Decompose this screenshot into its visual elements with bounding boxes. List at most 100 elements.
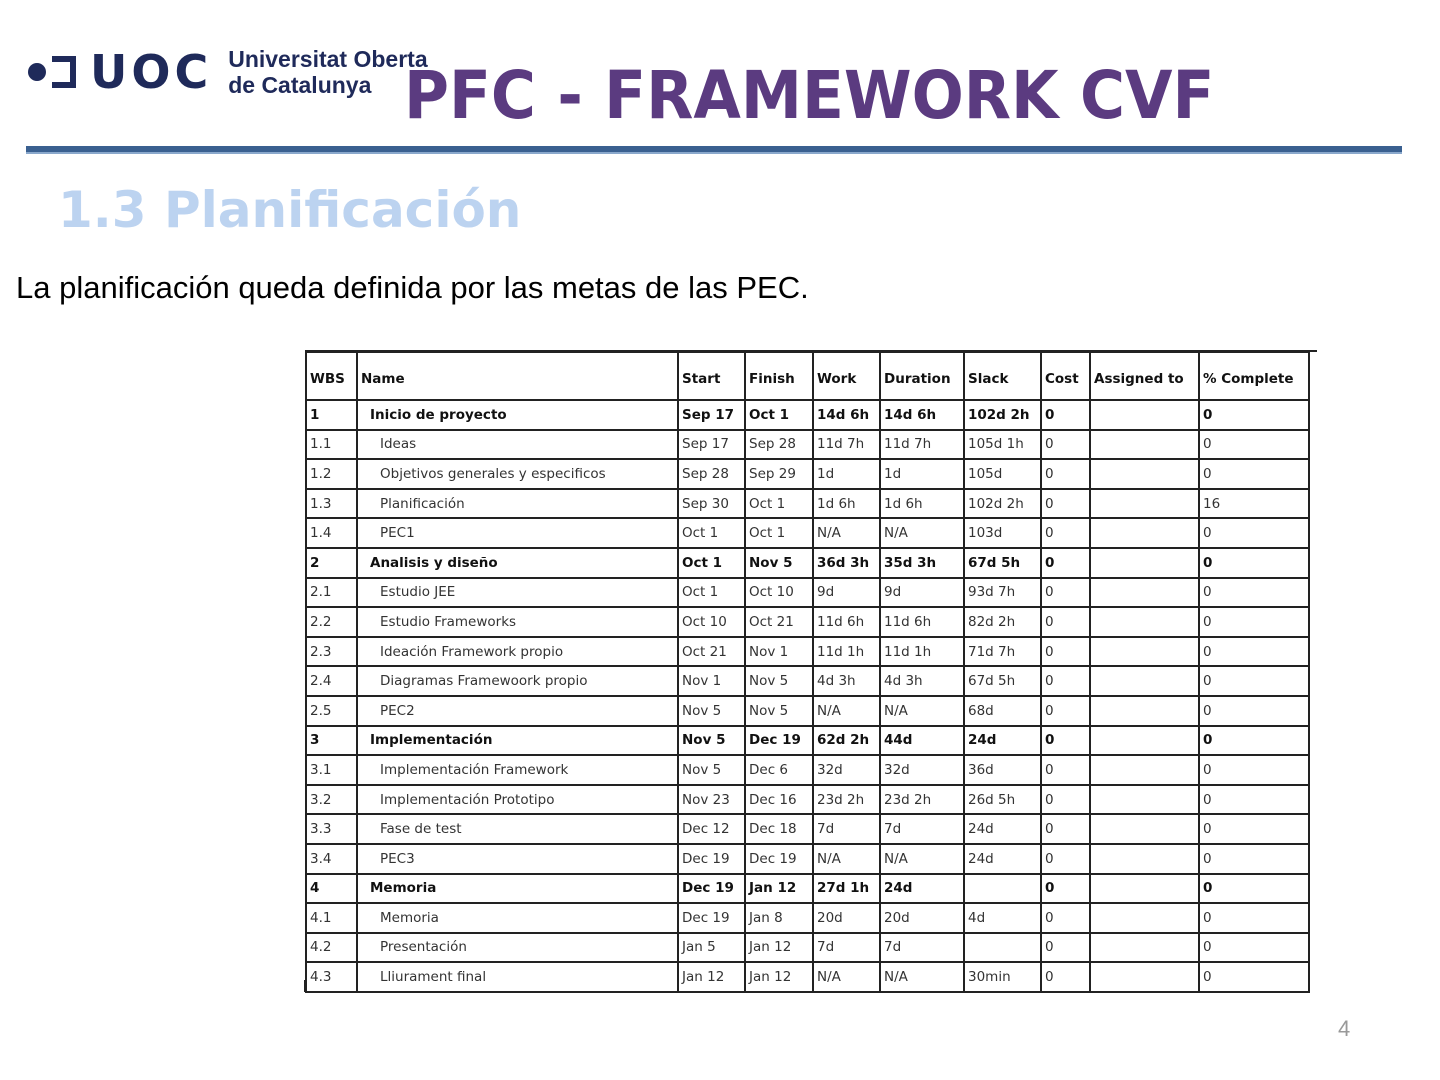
table-cell: 1d 6h <box>879 487 965 520</box>
table-cell: 2.3 <box>305 635 358 668</box>
column-header: Assigned to <box>1089 351 1200 401</box>
table-cell: Nov 5 <box>744 665 814 697</box>
logo-line1: Universitat Oberta <box>228 46 428 72</box>
table-cell: N/A <box>812 842 881 875</box>
table-row: 3.3 Fase de test Dec 12 Dec 18 7d 7d 24d 0 0 <box>305 813 1310 845</box>
table-cell: 16 <box>1198 487 1310 520</box>
table-cell <box>1089 694 1200 727</box>
table-cell: 2.1 <box>305 576 358 609</box>
logo-line2: de Catalunya <box>228 72 372 98</box>
table-cell: 0 <box>1040 606 1091 638</box>
table-cell <box>1089 813 1200 845</box>
table-cell: 102d 2h <box>963 399 1042 431</box>
table-cell: 1.4 <box>305 517 358 549</box>
table-cell: 9d <box>812 576 881 609</box>
column-header: WBS <box>305 351 358 401</box>
table-row: 1.1 Ideas Sep 17 Sep 28 11d 7h 11d 7h 105d 1h 0… <box>305 428 1310 461</box>
column-header: Cost <box>1040 351 1091 401</box>
table-cell <box>1089 487 1200 520</box>
table-row: 3 Implementación Nov 5 Dec 19 62d 2h 44d 24d 0 0 <box>305 724 1310 757</box>
table-cell: 0 <box>1040 487 1091 520</box>
table-cell: N/A <box>879 517 965 549</box>
table-cell: PEC3 <box>356 842 679 875</box>
table-cell: 0 <box>1040 546 1091 579</box>
table-cell <box>1089 665 1200 697</box>
column-header: Start <box>677 351 746 401</box>
table-row: 2.5 PEC2 Nov 5 Nov 5 N/A N/A 68d 0 0 <box>305 694 1310 727</box>
table-cell: 0 <box>1040 665 1091 697</box>
table-border-tail <box>304 980 306 992</box>
column-header: Finish <box>744 351 814 401</box>
table-cell: Presentación <box>356 931 679 964</box>
table-cell: 102d 2h <box>963 487 1042 520</box>
table-cell: 4d 3h <box>812 665 881 697</box>
table-cell: 0 <box>1040 399 1091 431</box>
table-cell: 0 <box>1198 428 1310 461</box>
table-row: 4.2 Presentación Jan 5 Jan 12 7d 7d 0 0 <box>305 931 1310 964</box>
table-cell: 11d 7h <box>812 428 881 461</box>
table-cell: 11d 1h <box>812 635 881 668</box>
table-cell: Estudio JEE <box>356 576 679 609</box>
table-cell: 4 <box>305 872 358 905</box>
table-cell: 0 <box>1040 754 1091 786</box>
table-cell: PEC1 <box>356 517 679 549</box>
table-cell: 3.1 <box>305 754 358 786</box>
table-cell: 1d <box>812 458 881 490</box>
table-cell: 24d <box>963 724 1042 757</box>
uoc-logo: UOC Universitat Oberta de Catalunya <box>28 46 428 98</box>
logo-dot <box>28 63 46 81</box>
table-cell: PEC2 <box>356 694 679 727</box>
table-cell: 2 <box>305 546 358 579</box>
table-cell: 0 <box>1198 458 1310 490</box>
table-cell: 9d <box>879 576 965 609</box>
table-cell: 11d 7h <box>879 428 965 461</box>
table-cell: 4.1 <box>305 902 358 934</box>
table-cell: Sep 28 <box>744 428 814 461</box>
table-cell: Estudio Frameworks <box>356 606 679 638</box>
table-cell <box>1089 517 1200 549</box>
column-header: % Complete <box>1198 351 1310 401</box>
table-cell: 0 <box>1198 872 1310 905</box>
table-cell: Dec 18 <box>744 813 814 845</box>
table-cell: 0 <box>1040 902 1091 934</box>
table-cell: 14d 6h <box>879 399 965 431</box>
table-cell: 105d <box>963 458 1042 490</box>
table-cell: 23d 2h <box>879 783 965 816</box>
table-cell: 67d 5h <box>963 665 1042 697</box>
intro-text: La planificación queda definida por las … <box>16 270 809 305</box>
table-header-row: WBS Name Start Finish Work Duration Slack Cost A… <box>305 351 1310 401</box>
table-cell: 0 <box>1198 724 1310 757</box>
table-cell: Oct 1 <box>744 517 814 549</box>
table-cell: N/A <box>812 961 881 993</box>
table-cell: 11d 6h <box>812 606 881 638</box>
table-cell: 32d <box>812 754 881 786</box>
table-cell: 36d <box>963 754 1042 786</box>
table-cell: 0 <box>1040 872 1091 905</box>
column-header: Slack <box>963 351 1042 401</box>
table-cell: Ideación Framework propio <box>356 635 679 668</box>
table-row: 3.2 Implementación Prototipo Nov 23 Dec 16 2… <box>305 783 1310 816</box>
table-cell: 82d 2h <box>963 606 1042 638</box>
table-cell <box>1089 724 1200 757</box>
table-cell: 0 <box>1198 517 1310 549</box>
table-cell: 36d 3h <box>812 546 881 579</box>
table-cell: 11d 1h <box>879 635 965 668</box>
table-cell <box>1089 872 1200 905</box>
table-cell: 3.2 <box>305 783 358 816</box>
table-cell: Nov 23 <box>677 783 746 816</box>
table-cell: Jan 8 <box>744 902 814 934</box>
table-cell: N/A <box>812 517 881 549</box>
table-cell <box>1089 902 1200 934</box>
table-cell <box>1089 961 1200 993</box>
table-cell: 2.2 <box>305 606 358 638</box>
table-cell: Dec 19 <box>677 842 746 875</box>
table-cell <box>1089 635 1200 668</box>
table-cell: Fase de test <box>356 813 679 845</box>
table-cell <box>1089 931 1200 964</box>
table-cell: Oct 1 <box>744 487 814 520</box>
table-cell: 2.4 <box>305 665 358 697</box>
table-cell: 14d 6h <box>812 399 881 431</box>
table-cell: 44d <box>879 724 965 757</box>
table-cell: Jan 12 <box>677 961 746 993</box>
